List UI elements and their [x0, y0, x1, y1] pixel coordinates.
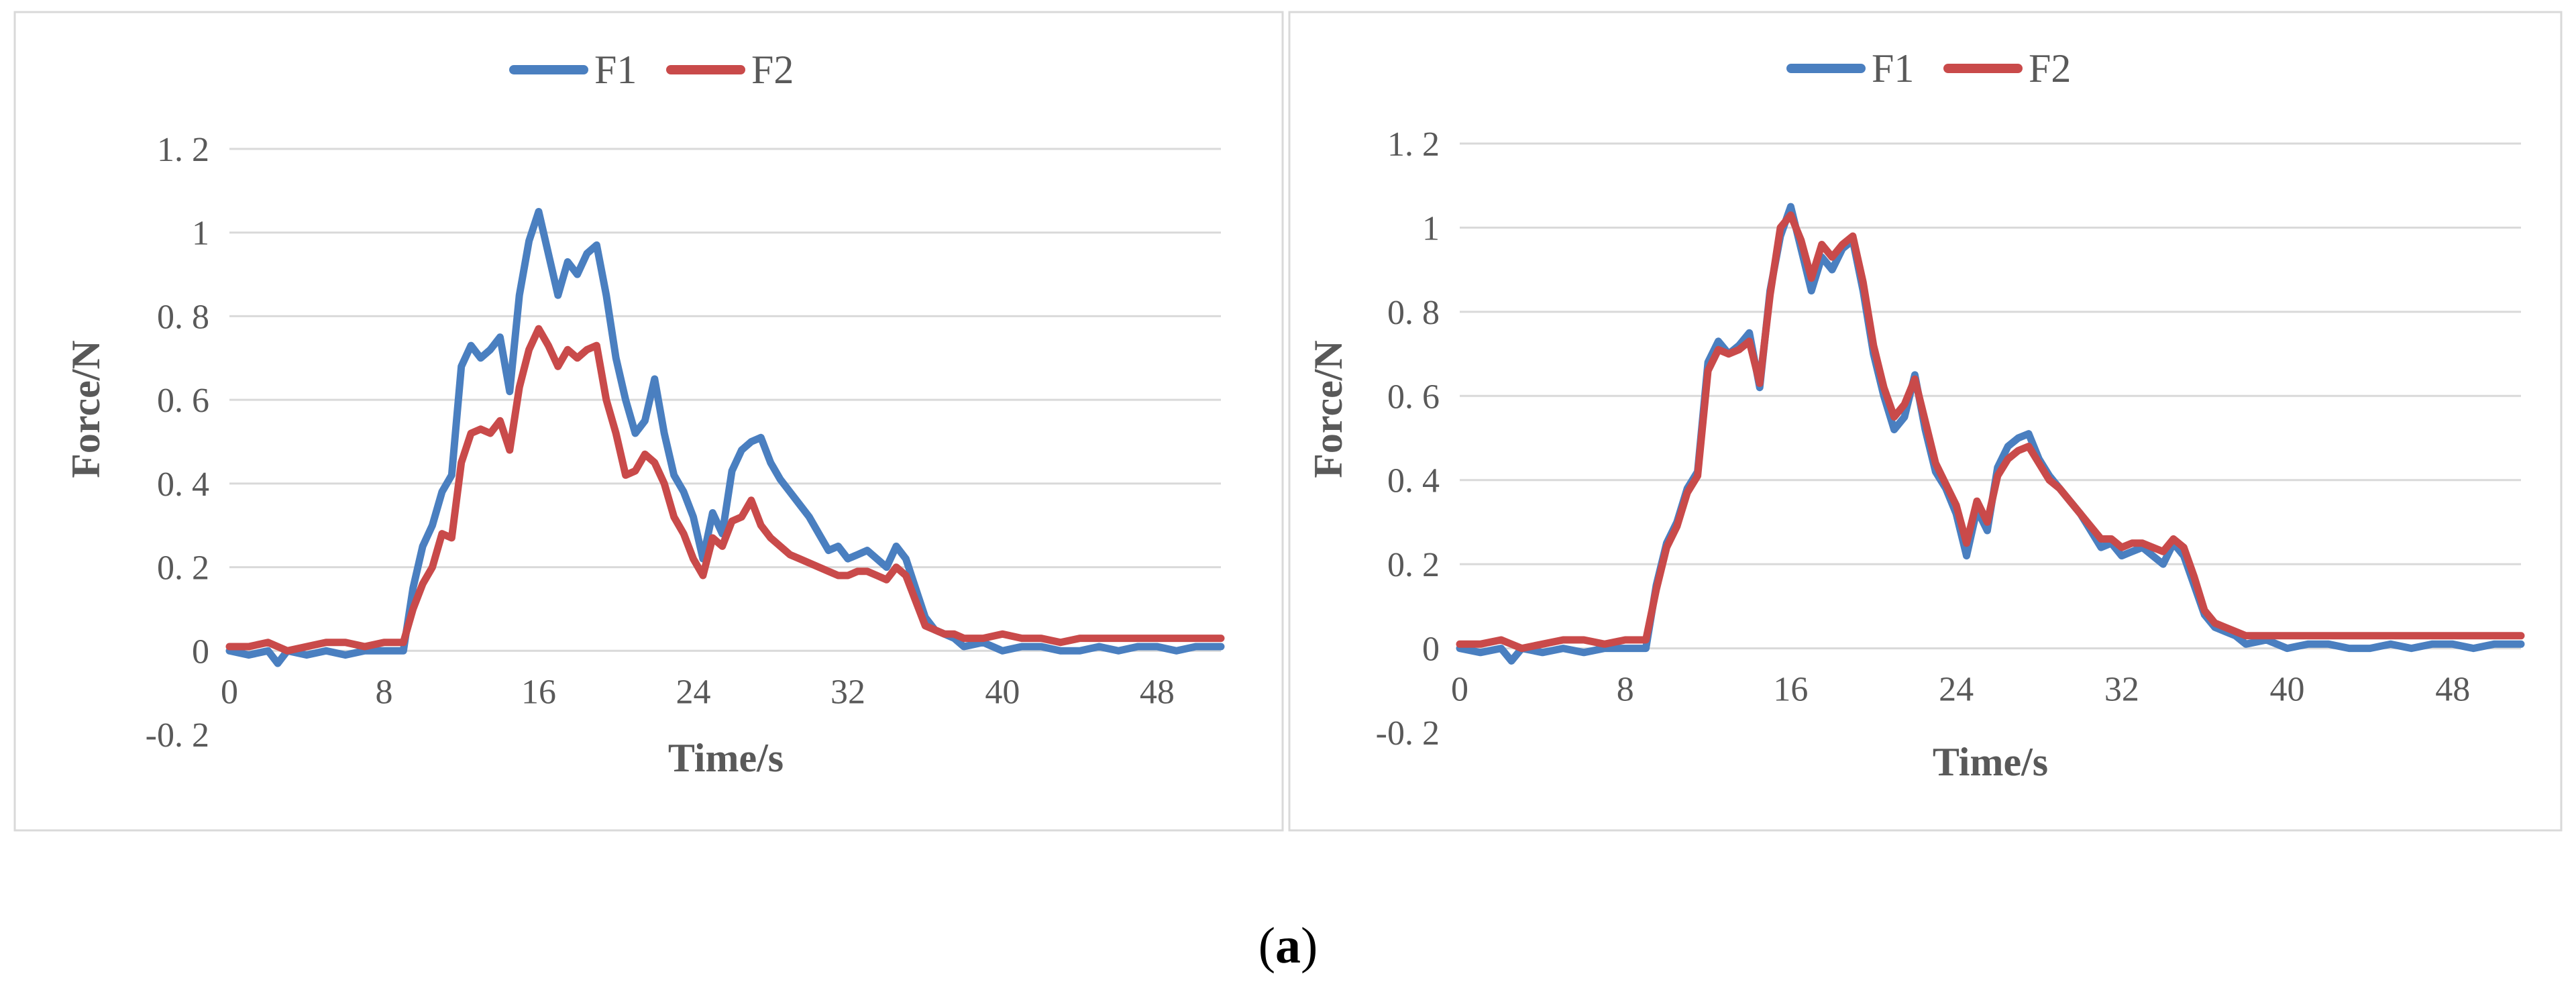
y-tick-label: -0. 2: [146, 716, 209, 755]
y-tick-label: 1: [1422, 209, 1440, 248]
y-tick-label: 0: [192, 633, 209, 671]
x-axis-title: Time/s: [668, 736, 784, 780]
y-tick-label: 1. 2: [157, 131, 209, 169]
x-tick-labels: 0 8 16 24 32 40 48: [221, 673, 1175, 711]
y-axis-title: Force/N: [64, 340, 108, 478]
legend: F1 F2: [1786, 46, 2071, 91]
legend-label-f2: F2: [2029, 46, 2071, 91]
x-tick-label: 32: [2104, 671, 2139, 709]
x-tick-label: 16: [1773, 671, 1808, 709]
x-tick-label: 0: [221, 673, 238, 711]
y-axis-title: Force/N: [1306, 340, 1350, 478]
x-tick-label: 24: [676, 673, 710, 711]
x-tick-label: 24: [1939, 671, 1974, 709]
y-tick-label: 0. 2: [157, 549, 209, 588]
y-tick-label: 0. 6: [157, 382, 209, 420]
x-tick-label: 8: [375, 673, 392, 711]
y-tick-label: 1: [192, 215, 209, 253]
series-line-f1: [225, 208, 1225, 667]
legend: F1 F2: [509, 48, 794, 92]
caption-letter: a: [1275, 918, 1301, 974]
y-tick-labels: 1. 2 1 0. 8 0. 6 0. 4 0. 2 0 -0. 2: [1376, 125, 1440, 753]
x-tick-label: 48: [1140, 673, 1175, 711]
y-tick-label: 0: [1422, 631, 1440, 669]
y-tick-label: 0. 2: [1387, 546, 1440, 584]
caption-close-paren: ): [1301, 918, 1318, 974]
x-tick-label: 16: [521, 673, 556, 711]
legend-label-f1: F1: [1872, 46, 1914, 91]
caption-open-paren: (: [1258, 918, 1275, 974]
x-axis-title: Time/s: [1933, 740, 2048, 784]
series-lines: [225, 208, 1225, 667]
y-tick-label: 0. 6: [1387, 378, 1440, 416]
chart-panel-left: 1. 2 1 0. 8 0. 6 0. 4 0. 2 0 -0. 2 0 8 16 24 32 40 48…: [13, 11, 1284, 832]
series-lines: [1456, 203, 2525, 665]
series-line-f2: [1456, 211, 2525, 653]
x-tick-label: 32: [830, 673, 865, 711]
y-tick-label: 0. 4: [1387, 462, 1440, 500]
x-tick-label: 0: [1451, 671, 1468, 709]
x-tick-label: 8: [1617, 671, 1634, 709]
x-tick-label: 40: [985, 673, 1020, 711]
x-tick-label: 48: [2435, 671, 2470, 709]
y-tick-label: -0. 2: [1376, 714, 1440, 753]
y-tick-label: 0. 8: [1387, 294, 1440, 332]
legend-label-f1: F1: [594, 48, 637, 92]
legend-label-f2: F2: [751, 48, 794, 92]
figure-caption: (a): [1258, 918, 1318, 974]
y-tick-labels: 1. 2 1 0. 8 0. 6 0. 4 0. 2 0 -0. 2: [146, 131, 209, 755]
chart-panel-right: 1. 2 1 0. 8 0. 6 0. 4 0. 2 0 -0. 2 0 8 16 24 32 40 48…: [1288, 11, 2563, 832]
y-tick-label: 1. 2: [1387, 125, 1440, 164]
y-tick-label: 0. 4: [157, 465, 209, 504]
x-tick-labels: 0 8 16 24 32 40 48: [1451, 671, 2470, 709]
y-tick-label: 0. 8: [157, 298, 209, 336]
x-tick-label: 40: [2270, 671, 2305, 709]
series-line-f2: [225, 325, 1225, 655]
